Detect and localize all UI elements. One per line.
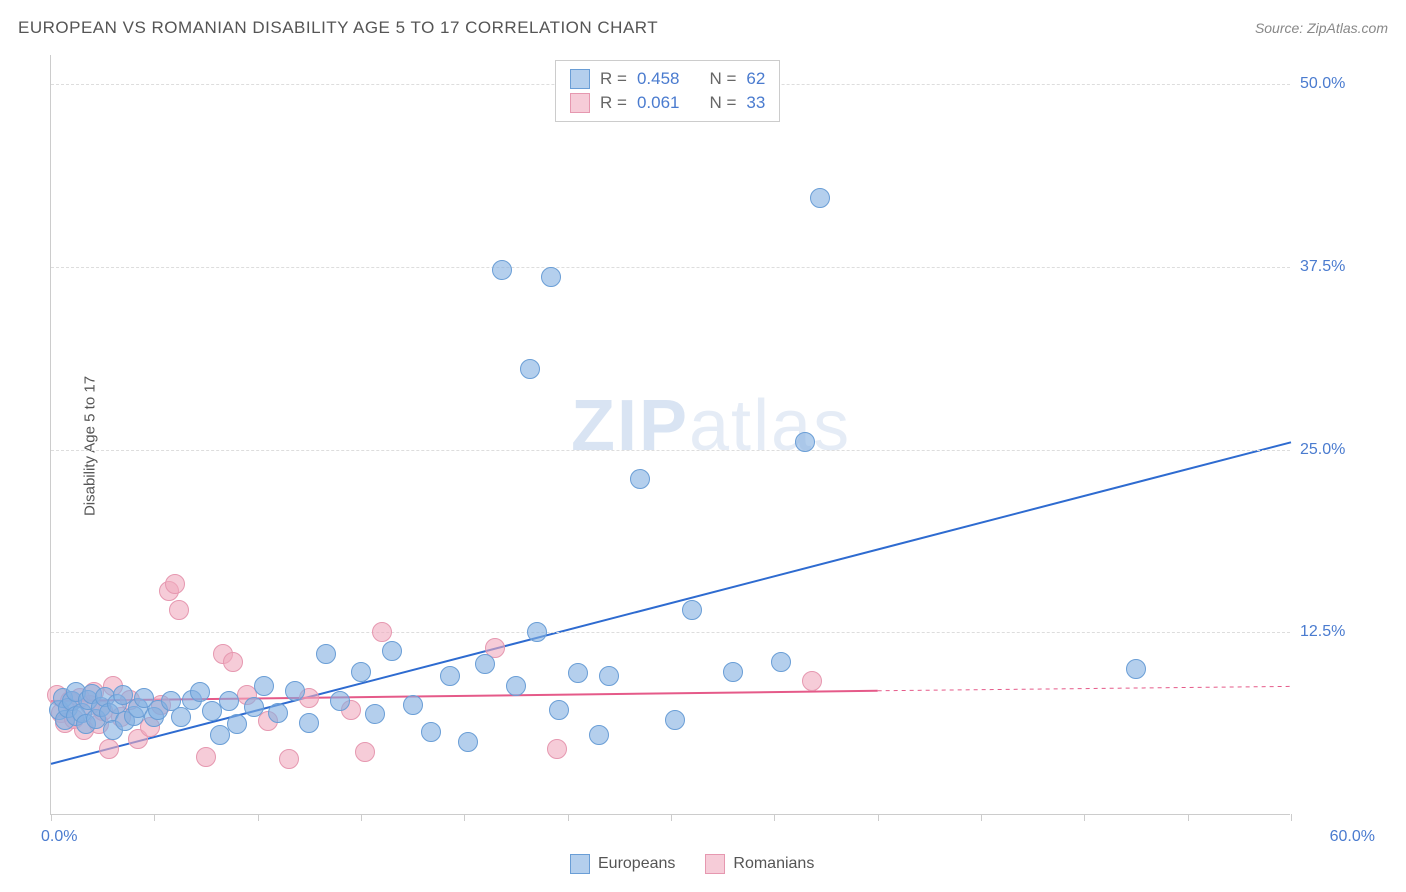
legend-series-item: Europeans xyxy=(570,854,675,874)
european-point xyxy=(330,691,350,711)
european-point xyxy=(492,260,512,280)
european-point xyxy=(549,700,569,720)
x-tick xyxy=(1291,814,1292,821)
x-tick xyxy=(568,814,569,821)
legend-n-value: 33 xyxy=(746,93,765,113)
legend-swatch xyxy=(570,69,590,89)
romanian-point xyxy=(223,652,243,672)
romanian-point xyxy=(547,739,567,759)
romanian-point xyxy=(196,747,216,767)
romanian-point xyxy=(165,574,185,594)
european-point xyxy=(589,725,609,745)
european-point xyxy=(506,676,526,696)
european-point xyxy=(382,641,402,661)
plot-area: ZIPatlas 12.5%25.0%37.5%50.0%0.0%60.0% xyxy=(50,55,1290,815)
x-tick xyxy=(1084,814,1085,821)
legend-r-value: 0.061 xyxy=(637,93,680,113)
legend-correlation-row: R = 0.061 N = 33 xyxy=(570,91,765,115)
legend-correlation-box: R = 0.458 N = 62 R = 0.061 N = 33 xyxy=(555,60,780,122)
x-tick xyxy=(981,814,982,821)
european-point xyxy=(440,666,460,686)
legend-series: Europeans Romanians xyxy=(570,854,814,874)
european-point xyxy=(771,652,791,672)
european-point xyxy=(682,600,702,620)
legend-series-label: Romanians xyxy=(733,855,814,873)
legend-n-label: N = xyxy=(709,93,736,113)
watermark: ZIPatlas xyxy=(571,385,851,467)
romanian-point xyxy=(279,749,299,769)
gridline xyxy=(51,267,1290,268)
y-tick-label: 25.0% xyxy=(1300,441,1375,459)
european-point xyxy=(190,682,210,702)
x-tick xyxy=(464,814,465,821)
european-point xyxy=(365,704,385,724)
x-tick xyxy=(51,814,52,821)
european-point xyxy=(665,710,685,730)
european-point xyxy=(475,654,495,674)
european-point xyxy=(520,359,540,379)
romanian-point xyxy=(99,739,119,759)
european-point xyxy=(458,732,478,752)
romanian-point xyxy=(802,671,822,691)
legend-series-label: Europeans xyxy=(598,855,675,873)
european-point xyxy=(630,469,650,489)
legend-n-label: N = xyxy=(709,69,736,89)
legend-swatch xyxy=(705,854,725,874)
x-tick xyxy=(361,814,362,821)
gridline xyxy=(51,450,1290,451)
legend-swatch xyxy=(570,93,590,113)
legend-r-label: R = xyxy=(600,69,627,89)
legend-correlation-row: R = 0.458 N = 62 xyxy=(570,67,765,91)
european-point xyxy=(568,663,588,683)
european-point xyxy=(795,432,815,452)
legend-r-value: 0.458 xyxy=(637,69,680,89)
european-point xyxy=(219,691,239,711)
european-point xyxy=(527,622,547,642)
european-point xyxy=(285,681,305,701)
european-point xyxy=(810,188,830,208)
x-axis-max-label: 60.0% xyxy=(1330,828,1375,846)
legend-swatch xyxy=(570,854,590,874)
x-tick xyxy=(878,814,879,821)
legend-series-item: Romanians xyxy=(705,854,814,874)
european-point xyxy=(723,662,743,682)
european-point xyxy=(599,666,619,686)
x-tick xyxy=(154,814,155,821)
legend-n-value: 62 xyxy=(746,69,765,89)
european-point xyxy=(541,267,561,287)
y-tick-label: 50.0% xyxy=(1300,75,1375,93)
title-bar: EUROPEAN VS ROMANIAN DISABILITY AGE 5 TO… xyxy=(18,18,1388,38)
european-point xyxy=(403,695,423,715)
european-point xyxy=(268,703,288,723)
romanian-point xyxy=(372,622,392,642)
european-point xyxy=(421,722,441,742)
european-point xyxy=(254,676,274,696)
x-tick xyxy=(774,814,775,821)
european-point xyxy=(299,713,319,733)
source-attribution: Source: ZipAtlas.com xyxy=(1255,20,1388,36)
european-point xyxy=(1126,659,1146,679)
chart-title: EUROPEAN VS ROMANIAN DISABILITY AGE 5 TO… xyxy=(18,18,658,38)
legend-r-label: R = xyxy=(600,93,627,113)
x-tick xyxy=(671,814,672,821)
european-point xyxy=(227,714,247,734)
x-axis-min-label: 0.0% xyxy=(41,828,77,846)
gridline xyxy=(51,632,1290,633)
european-point xyxy=(316,644,336,664)
x-tick xyxy=(1188,814,1189,821)
y-tick-label: 37.5% xyxy=(1300,258,1375,276)
romanian-point xyxy=(355,742,375,762)
european-point xyxy=(351,662,371,682)
european-point xyxy=(171,707,191,727)
european-point xyxy=(244,697,264,717)
romanian-point xyxy=(169,600,189,620)
x-tick xyxy=(258,814,259,821)
y-tick-label: 12.5% xyxy=(1300,623,1375,641)
